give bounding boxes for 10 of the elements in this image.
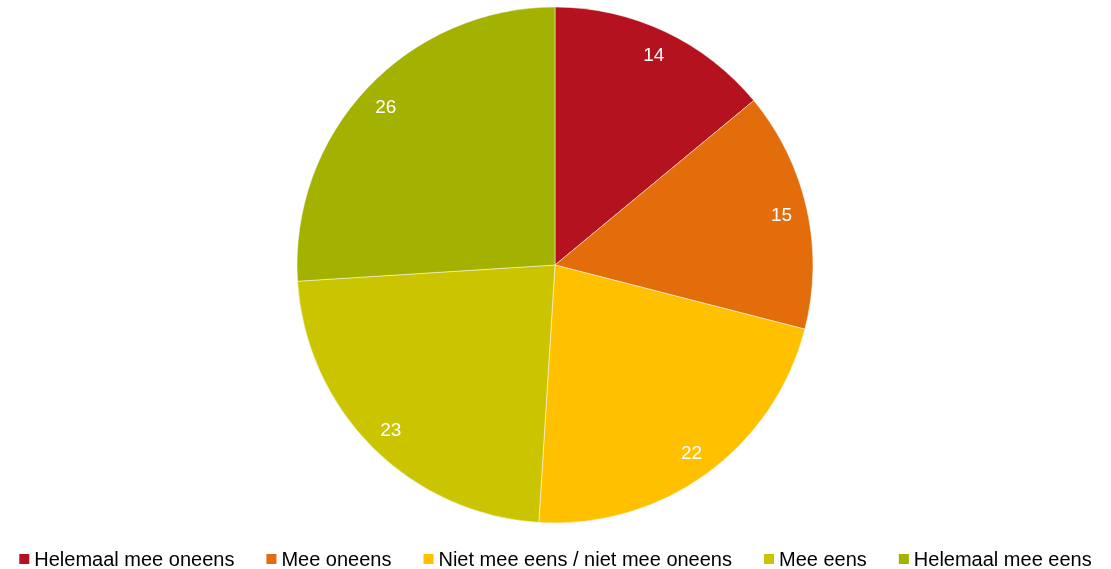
legend-label: Mee eens xyxy=(779,548,867,569)
legend-label: Niet mee eens / niet mee oneens xyxy=(438,548,733,569)
data-label: 26 xyxy=(375,95,397,117)
legend-label: Helemaal mee oneens xyxy=(34,548,235,569)
data-label: 22 xyxy=(680,442,703,464)
data-label: 15 xyxy=(771,203,793,225)
legend-label: Helemaal mee eens xyxy=(913,548,1092,569)
data-label: 23 xyxy=(380,418,402,440)
legend-label: Mee oneens xyxy=(281,548,392,569)
data-label: 14 xyxy=(643,44,665,66)
